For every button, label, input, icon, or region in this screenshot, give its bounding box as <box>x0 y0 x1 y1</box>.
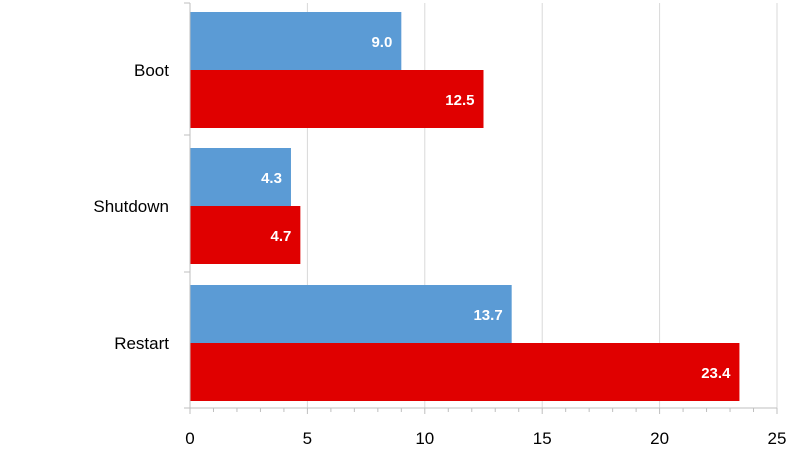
data-label-restart-series-1: 13.7 <box>473 307 502 324</box>
data-label-boot-series-2: 12.5 <box>445 92 474 109</box>
x-tick-label-5: 5 <box>303 429 312 448</box>
data-label-restart-series-2: 23.4 <box>701 365 731 382</box>
data-label-boot-series-1: 9.0 <box>371 34 392 51</box>
bar-restart-series-1 <box>190 285 512 343</box>
axes <box>184 2 778 414</box>
bar-boot-series-2 <box>190 70 484 128</box>
category-label-shutdown: Shutdown <box>93 197 169 216</box>
bar-boot-series-1 <box>190 12 402 70</box>
category-label-boot: Boot <box>134 61 169 80</box>
data-label-shutdown-series-2: 4.7 <box>270 228 291 245</box>
data-label-shutdown-series-1: 4.3 <box>261 170 282 187</box>
x-tick-label-0: 0 <box>185 429 194 448</box>
category-label-restart: Restart <box>114 334 169 353</box>
x-tick-label-15: 15 <box>533 429 552 448</box>
x-tick-label-25: 25 <box>768 429 787 448</box>
bar-shutdown-series-1 <box>190 148 291 206</box>
bar-restart-series-2 <box>190 343 740 401</box>
labels: 9.0 12.5 4.3 4.7 13.7 23.4 0 5 10 15 20 25 Boot Shutd… <box>93 34 786 448</box>
x-tick-label-10: 10 <box>415 429 434 448</box>
x-tick-label-20: 20 <box>650 429 669 448</box>
bars <box>190 12 740 401</box>
bar-shutdown-series-2 <box>190 206 301 264</box>
